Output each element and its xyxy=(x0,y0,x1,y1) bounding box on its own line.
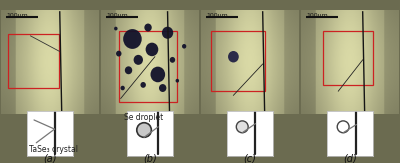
Text: (b): (b) xyxy=(143,153,157,163)
Circle shape xyxy=(120,86,125,90)
Circle shape xyxy=(228,51,239,62)
Circle shape xyxy=(125,66,132,74)
Text: 100μm: 100μm xyxy=(106,13,128,18)
Circle shape xyxy=(144,23,152,31)
Circle shape xyxy=(146,43,158,56)
Text: 100μm: 100μm xyxy=(206,13,228,18)
Circle shape xyxy=(236,121,248,133)
Circle shape xyxy=(337,121,349,133)
Circle shape xyxy=(150,67,165,82)
Text: 100μm: 100μm xyxy=(306,13,328,18)
Circle shape xyxy=(159,84,166,92)
Text: (a): (a) xyxy=(43,153,57,163)
Bar xyxy=(119,31,177,102)
Bar xyxy=(8,34,59,88)
Circle shape xyxy=(134,55,143,65)
Circle shape xyxy=(140,82,146,88)
Circle shape xyxy=(182,44,186,49)
Circle shape xyxy=(114,27,118,30)
Text: (c): (c) xyxy=(244,153,256,163)
Circle shape xyxy=(176,79,179,83)
Circle shape xyxy=(116,51,122,57)
Circle shape xyxy=(123,29,142,49)
Circle shape xyxy=(170,57,175,63)
Text: 100μm: 100μm xyxy=(6,13,28,18)
Text: Se droplet: Se droplet xyxy=(124,113,164,122)
Circle shape xyxy=(162,27,173,39)
Text: (d): (d) xyxy=(343,153,357,163)
Circle shape xyxy=(137,123,151,137)
Bar xyxy=(211,31,265,91)
Bar xyxy=(323,31,374,85)
Text: TaSe₃ crystal: TaSe₃ crystal xyxy=(29,145,78,154)
